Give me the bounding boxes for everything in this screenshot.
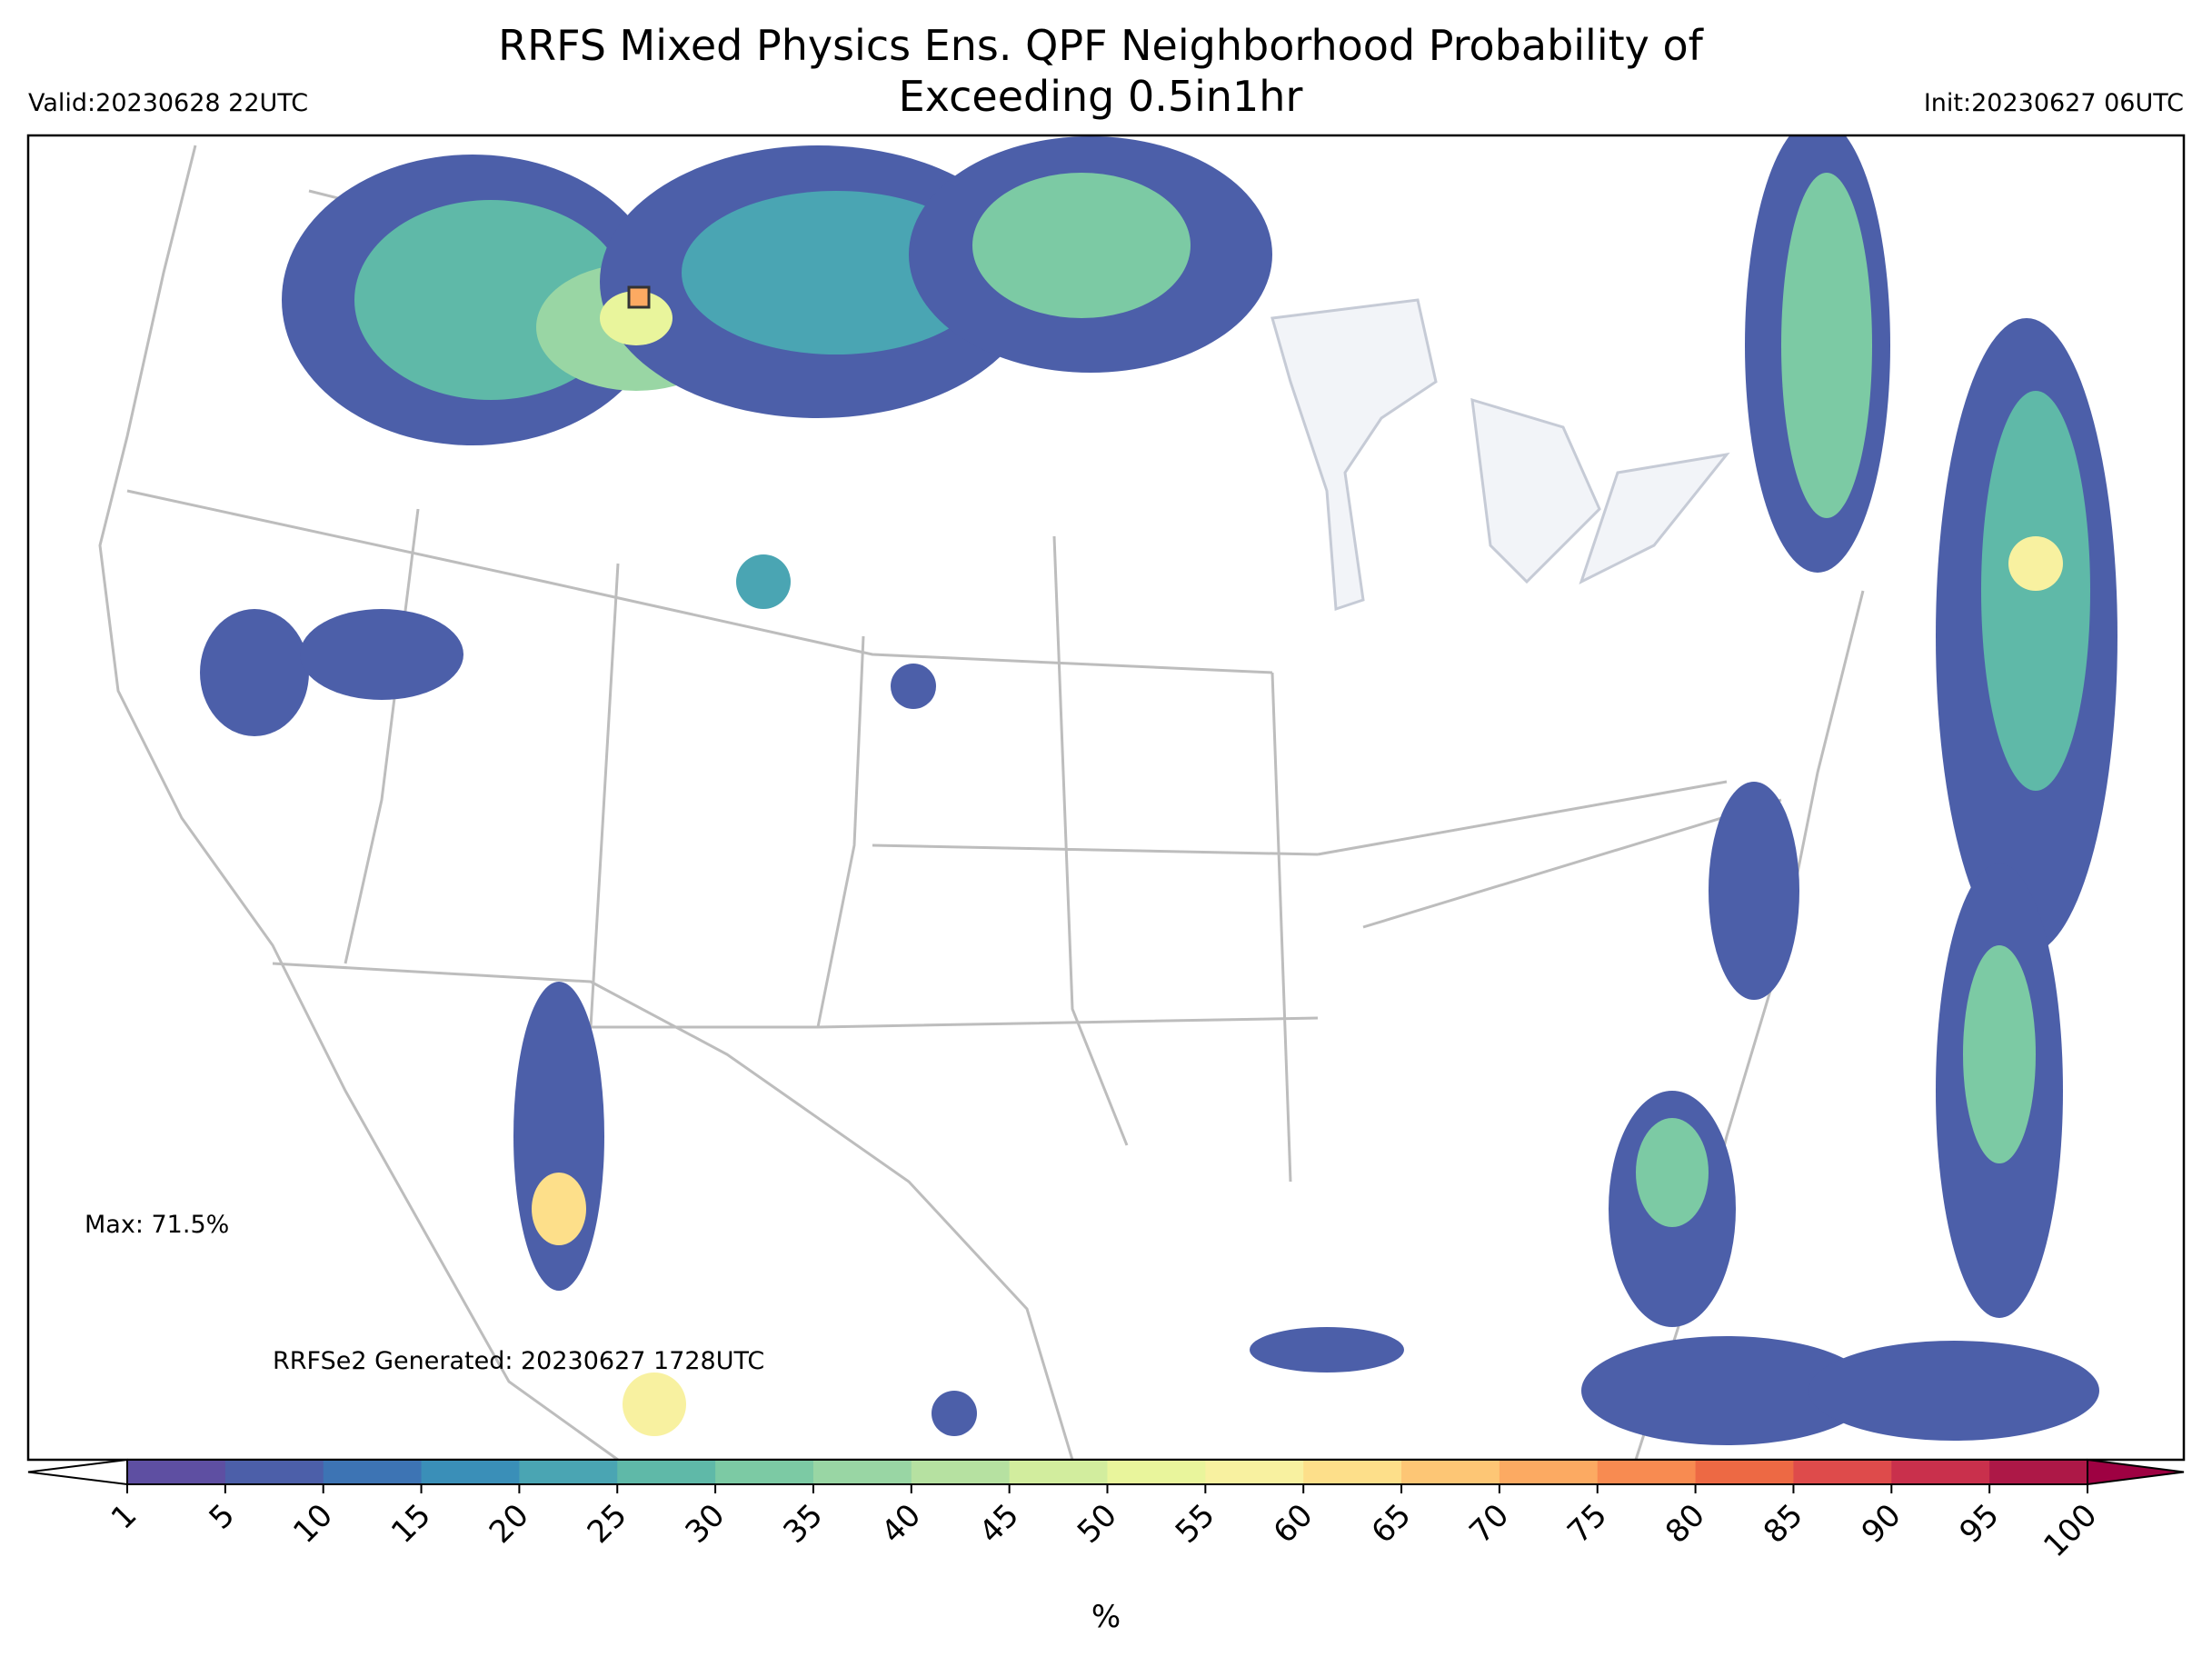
colorbar-segment: [812, 1460, 912, 1484]
precip-area: [1781, 173, 1872, 518]
colorbar-tick-label: 100: [2037, 1497, 2104, 1564]
colorbar-tick-label: 70: [1462, 1497, 1516, 1551]
colorbar-segment: [323, 1460, 423, 1484]
map: Max: 71.5% RRFSe2 Generated: 20230627 17…: [26, 134, 2186, 1462]
colorbar-segment: [1695, 1460, 1794, 1484]
title: RRFS Mixed Physics Ens. QPF Neighborhood…: [498, 21, 1704, 70]
colorbar-tick-label: 45: [972, 1497, 1026, 1551]
precip-area: [736, 554, 791, 609]
colorbar-segment: [1989, 1460, 2088, 1484]
precip-area: [200, 609, 309, 736]
colorbar-label: %: [1091, 1599, 1121, 1635]
precip-area: [600, 291, 673, 345]
precip-area: [623, 1373, 686, 1436]
great-lakes: [1270, 298, 1730, 612]
colorbar-tick-label: 25: [581, 1497, 634, 1551]
precip-area: [1963, 945, 2036, 1163]
colorbar-segment: [1009, 1460, 1108, 1484]
colorbar-segment: [617, 1460, 716, 1484]
colorbar-segment: [1401, 1460, 1500, 1484]
precip-area: [1709, 782, 1799, 1000]
colorbar-segment: [1205, 1460, 1304, 1484]
colorbar-tick-label: 15: [384, 1497, 438, 1551]
colorbar-segment: [127, 1460, 226, 1484]
valid-time: Valid:20230628 22UTC: [28, 89, 308, 117]
colorbar-tick-label: 1: [105, 1497, 144, 1537]
colorbar-tick-label: 20: [483, 1497, 536, 1551]
precip-area: [891, 664, 936, 709]
colorbar-segment: [1891, 1460, 1990, 1484]
colorbar-segment: [1597, 1460, 1697, 1484]
colorbar-tick-label: 75: [1560, 1497, 1614, 1551]
generated-label: RRFSe2 Generated: 20230627 1728UTC: [273, 1347, 764, 1375]
coastline: [98, 145, 619, 1460]
precip-area: [1636, 1118, 1709, 1227]
colorbar-tick-label: 85: [1757, 1497, 1810, 1551]
colorbar-tick-label: 95: [1953, 1497, 2007, 1551]
colorbar-segment: [1303, 1460, 1402, 1484]
colorbar-tick-label: 90: [1855, 1497, 1908, 1551]
colorbar-tick-label: 65: [1365, 1497, 1419, 1551]
state-lines: [344, 508, 1782, 1183]
precip-area: [1808, 1341, 2099, 1441]
precip-area: [1250, 1327, 1404, 1373]
colorbar-segment: [1793, 1460, 1892, 1484]
precip-area: [300, 609, 463, 700]
colorbar-tick-label: 35: [776, 1497, 830, 1551]
colorbar-segment: [421, 1460, 520, 1484]
precip-area: [932, 1391, 977, 1436]
colorbar-tick-label: 80: [1659, 1497, 1712, 1551]
init-time: Init:20230627 06UTC: [1924, 89, 2184, 117]
colorbar-segment: [715, 1460, 814, 1484]
map-content: [98, 135, 2117, 1460]
colorbar-tick-label: 60: [1267, 1497, 1320, 1551]
colorbar-segment: [1107, 1460, 1206, 1484]
max-marker: [627, 285, 651, 309]
colorbar-tick-label: 10: [286, 1497, 340, 1551]
title: Exceeding 0.5in1hr: [899, 72, 1303, 121]
colorbar-segment: [911, 1460, 1011, 1484]
colorbar-tick-label: 50: [1071, 1497, 1124, 1551]
precip-area: [1581, 1336, 1872, 1445]
precip-areas: [200, 135, 2117, 1445]
colorbar-segment: [224, 1460, 324, 1484]
colorbar-over: [2087, 1458, 2185, 1486]
colorbar-tick-label: 30: [679, 1497, 732, 1551]
colorbar-tick-label: 55: [1169, 1497, 1222, 1551]
colorbar-tick-label: 5: [203, 1497, 243, 1537]
colorbar-segment: [1499, 1460, 1599, 1484]
precip-area: [972, 173, 1191, 318]
precip-area: [532, 1173, 586, 1245]
precip-area: [2008, 536, 2063, 591]
colorbar-under: [27, 1458, 128, 1486]
colorbar-segment: [519, 1460, 618, 1484]
colorbar: 1 5 10 15 20 25 30 35 40 45 50 55 60 65 70 75 80 85 90 95 10…: [27, 1458, 2185, 1564]
colorbar-tick-label: 40: [874, 1497, 928, 1551]
max-label: Max: 71.5%: [85, 1211, 229, 1239]
